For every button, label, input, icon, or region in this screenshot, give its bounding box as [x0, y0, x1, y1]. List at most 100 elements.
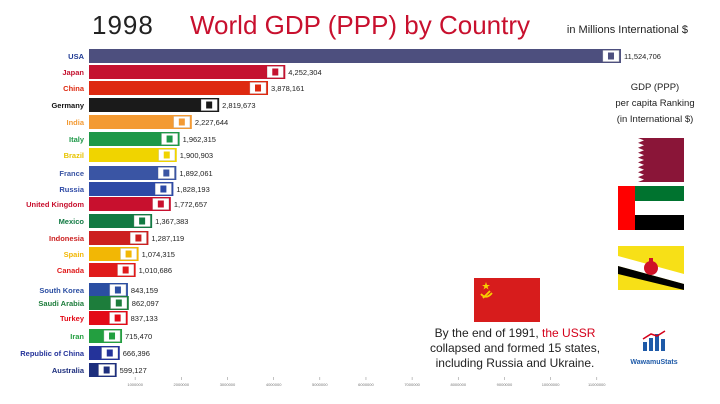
bar-flag-mark: [607, 52, 614, 60]
bar: [89, 49, 621, 63]
bar-flag-mark: [106, 349, 113, 357]
ussr-note-highlight: the USSR: [542, 326, 596, 340]
brand-logo: WawamuStats: [624, 330, 684, 366]
country-label: Republic of China: [20, 349, 85, 358]
per-capita-caption-line3: (in International $): [616, 114, 694, 125]
country-label: Brazil: [64, 151, 84, 160]
value-label: 1,900,903: [180, 151, 213, 160]
bar-flag-mark: [160, 185, 167, 193]
x-tick-label: 9000000: [497, 382, 513, 387]
country-label: Iran: [70, 332, 84, 341]
value-label: 1,962,315: [183, 135, 216, 144]
brunei-flag-icon: [618, 246, 684, 290]
x-tick-label: 8000000: [450, 382, 466, 387]
country-label: India: [66, 118, 84, 127]
value-label: 666,396: [123, 349, 150, 358]
value-label: 4,252,304: [288, 68, 321, 77]
value-label: 1,828,193: [176, 185, 209, 194]
x-tick-label: 6000000: [358, 382, 374, 387]
country-label: Mexico: [59, 217, 85, 226]
country-label: United Kingdom: [26, 200, 84, 209]
logo-text: WawamuStats: [630, 359, 678, 366]
bar-flag-mark: [272, 68, 279, 76]
value-label: 2,227,644: [195, 118, 228, 127]
bar-flag-mark: [163, 169, 170, 177]
value-label: 599,127: [120, 366, 147, 375]
bar: [89, 166, 177, 180]
ussr-flag-icon: [474, 278, 540, 322]
chart-title: World GDP (PPP) by Country: [189, 10, 531, 40]
country-label: France: [59, 169, 84, 178]
country-label: Germany: [51, 101, 84, 110]
bar-flag-mark: [255, 84, 262, 92]
x-tick-label: 7000000: [404, 382, 420, 387]
value-label: 1,367,383: [155, 217, 188, 226]
value-label: 11,524,706: [624, 52, 661, 61]
bar-flag-mark: [103, 366, 110, 374]
country-label: Indonesia: [49, 234, 85, 243]
bar-flag-mark: [178, 118, 185, 126]
qatar-flag-icon: [618, 138, 684, 182]
per-capita-caption: GDP (PPP) per capita Ranking (in Interna…: [600, 80, 710, 128]
per-capita-caption-line1: GDP (PPP): [630, 82, 680, 93]
country-label: Spain: [64, 250, 85, 259]
country-label: Japan: [62, 68, 84, 77]
value-label: 1,287,119: [151, 234, 184, 243]
country-label: China: [63, 84, 85, 93]
bar: [89, 98, 220, 112]
value-label: 2,819,673: [222, 101, 255, 110]
bar-flag-mark: [206, 101, 213, 109]
ussr-note: By the end of 1991, the USSR collapsed a…: [410, 326, 620, 371]
bar-flag-mark: [115, 299, 122, 307]
country-label: South Korea: [39, 286, 84, 295]
bar-flag-mark: [157, 200, 164, 208]
bar-flag-mark: [139, 217, 146, 225]
per-capita-caption-line2: per capita Ranking: [615, 98, 695, 109]
year-label: 1998: [92, 10, 154, 40]
bar-flag-mark: [135, 234, 142, 242]
uae-flag-icon: [618, 186, 684, 230]
country-label: Russia: [59, 185, 84, 194]
bar: [89, 148, 177, 162]
value-label: 1,892,061: [179, 169, 212, 178]
country-label: USA: [68, 52, 84, 61]
value-label: 837,133: [131, 314, 158, 323]
x-tick-label: 10000000: [542, 382, 561, 387]
bar-flag-mark: [114, 286, 121, 294]
x-tick-label: 2000000: [174, 382, 190, 387]
value-label: 1,074,315: [142, 250, 175, 259]
x-tick-label: 4000000: [266, 382, 282, 387]
value-label: 3,878,161: [271, 84, 304, 93]
country-label: Canada: [57, 266, 85, 275]
bar-flag-mark: [125, 250, 132, 258]
bar: [89, 65, 286, 79]
bar: [89, 115, 192, 129]
value-label: 1,772,657: [174, 200, 207, 209]
bar: [89, 182, 174, 196]
x-tick-label: 5000000: [312, 382, 328, 387]
logo-chart-icon: [642, 330, 666, 351]
value-label: 715,470: [125, 332, 152, 341]
bar: [89, 197, 171, 211]
x-tick-label: 3000000: [220, 382, 236, 387]
x-tick-label: 1000000: [127, 382, 143, 387]
unit-label: in Millions International $: [566, 24, 688, 36]
bar-flag-mark: [166, 135, 173, 143]
country-label: Saudi Arabia: [38, 299, 84, 308]
country-label: Italy: [69, 135, 85, 144]
bar-flag-mark: [122, 266, 129, 274]
ussr-note-pre: By the end of 1991,: [434, 326, 543, 340]
bar-flag-mark: [109, 332, 116, 340]
bar-flag-mark: [114, 314, 121, 322]
country-label: Australia: [52, 366, 85, 375]
country-label: Turkey: [60, 314, 85, 323]
bar: [89, 132, 180, 146]
bar: [89, 81, 269, 95]
value-label: 862,097: [132, 299, 159, 308]
bar-flag-mark: [163, 151, 170, 159]
ussr-note-post: collapsed and formed 15 states, includin…: [429, 341, 601, 370]
value-label: 843,159: [131, 286, 158, 295]
x-tick-label: 11000000: [588, 382, 606, 387]
value-label: 1,010,686: [139, 266, 172, 275]
